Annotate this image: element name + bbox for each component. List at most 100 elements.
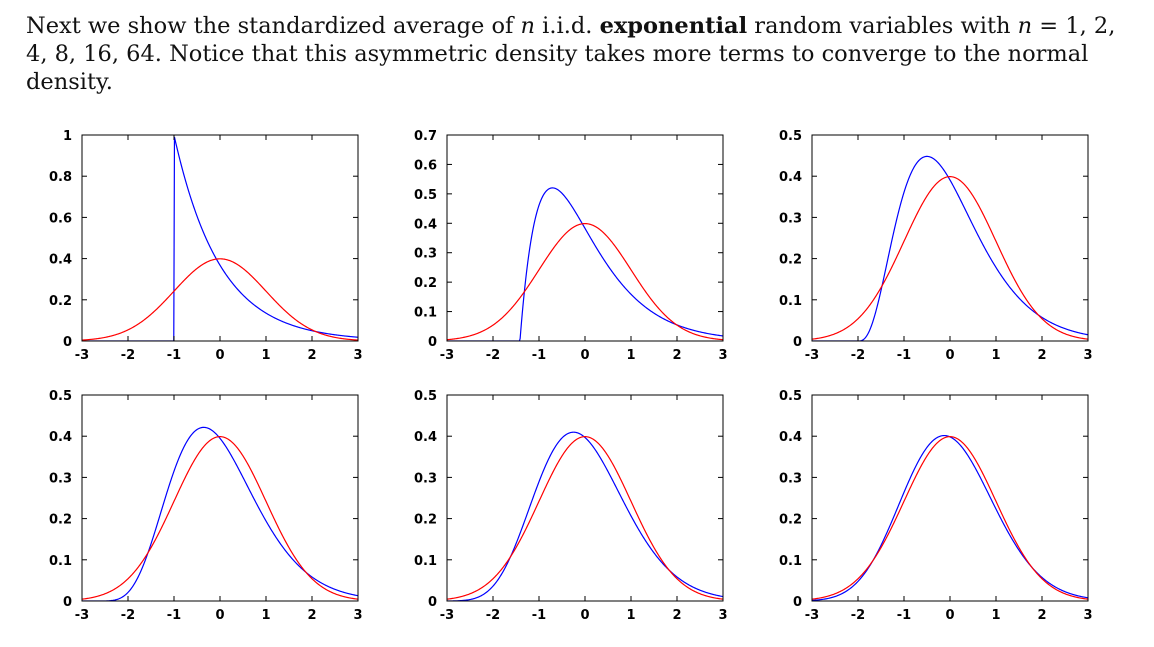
x-tick-label: 2 — [672, 348, 681, 363]
y-tick-label: 0 — [428, 595, 437, 610]
normal-curve-n16 — [447, 436, 723, 600]
y-tick-label: 0.3 — [49, 471, 72, 486]
x-tick-label: 0 — [580, 608, 589, 623]
y-tick-label: 0.4 — [414, 430, 437, 445]
exponential-curve-n16 — [447, 431, 723, 601]
x-tick-label: 3 — [353, 608, 362, 623]
x-tick-label: -3 — [75, 348, 89, 363]
x-tick-label: -1 — [167, 348, 181, 363]
x-tick-label: -3 — [805, 608, 819, 623]
normal-curve-n1 — [82, 258, 358, 341]
x-tick-label: -3 — [440, 348, 454, 363]
x-tick-label: 2 — [1037, 608, 1046, 623]
x-tick-label: -2 — [486, 608, 500, 623]
y-tick-label: 0.3 — [414, 471, 437, 486]
y-tick-label: 0.1 — [49, 554, 72, 569]
y-tick-label: 0 — [428, 335, 437, 350]
exponential-curve-n64 — [812, 434, 1088, 601]
x-tick-label: 2 — [307, 348, 316, 363]
chart-panel-n4: -3 -2 -1 0 1 2 3 0 0.1 0.2 0.3 0.4 0.5 — [779, 129, 1093, 363]
y-tick-label: 0.3 — [779, 471, 802, 486]
y-tick-label: 0.5 — [414, 389, 437, 404]
y-tick-label: 0.2 — [414, 513, 437, 528]
y-tick-label: 0.4 — [49, 430, 72, 445]
y-tick-label: 0.5 — [49, 389, 72, 404]
x-tick-label: -2 — [486, 348, 500, 363]
y-tick-label: 0.2 — [779, 513, 802, 528]
x-tick-label: 0 — [215, 348, 224, 363]
intro-paragraph: Next we show the standardized average of… — [26, 12, 1126, 96]
plot-frame — [81, 394, 359, 602]
y-tick-label: 0.1 — [779, 554, 802, 569]
x-tick-label: 1 — [261, 348, 270, 363]
y-tick-label: 0.5 — [779, 389, 802, 404]
y-tick-label: 0.2 — [49, 294, 72, 309]
x-tick-label: 0 — [580, 348, 589, 363]
y-tick-label: 0.2 — [779, 253, 802, 268]
y-tick-label: 0.3 — [414, 247, 437, 262]
y-tick-label: 0.7 — [414, 129, 437, 144]
x-tick-label: 1 — [991, 348, 1000, 363]
normal-curve-n64 — [812, 436, 1088, 600]
x-tick-label: 0 — [945, 608, 954, 623]
y-tick-label: 0 — [793, 335, 802, 350]
x-tick-label: -1 — [897, 608, 911, 623]
x-tick-label: 3 — [353, 348, 362, 363]
chart-panel-n64: -3 -2 -1 0 1 2 3 0 0.1 0.2 0.3 0.4 0.5 — [779, 389, 1093, 623]
y-tick-label: 0.1 — [414, 554, 437, 569]
x-tick-label: 1 — [261, 608, 270, 623]
y-tick-label: 0.4 — [414, 217, 437, 232]
chart-panel-n16: -3 -2 -1 0 1 2 3 0 0.1 0.2 0.3 0.4 0.5 — [414, 389, 728, 623]
chart-panel-n1: -3 -2 -1 0 1 2 3 0 0.2 0.4 0.6 0.8 1 — [49, 129, 363, 363]
y-tick-label: 0 — [793, 595, 802, 610]
intro-text-1: Next we show the standardized average of — [26, 13, 521, 39]
x-tick-label: 0 — [215, 608, 224, 623]
exponential-curve-n1 — [82, 136, 358, 341]
chart-panel-n2: -3 -2 -1 0 1 2 3 0 0.1 0.2 0.3 0.4 0.5 0.6 0.7 — [414, 129, 728, 363]
x-tick-label: 3 — [1083, 348, 1092, 363]
x-tick-label: 1 — [991, 608, 1000, 623]
y-tick-label: 0.3 — [779, 211, 802, 226]
y-tick-label: 0.2 — [414, 276, 437, 291]
x-tick-label: 3 — [718, 348, 727, 363]
y-tick-label: 0.8 — [49, 170, 72, 185]
plot-frame — [811, 394, 1089, 602]
y-tick-label: 0.5 — [414, 188, 437, 203]
y-tick-label: 0.4 — [49, 253, 72, 268]
x-tick-label: -2 — [121, 608, 135, 623]
intro-text-3: random variables with — [747, 13, 1018, 39]
y-tick-label: 0.6 — [414, 158, 437, 173]
plot-frame — [446, 134, 724, 342]
plot-frame — [81, 134, 359, 342]
y-tick-label: 0 — [63, 595, 72, 610]
x-tick-label: -3 — [75, 608, 89, 623]
x-tick-label: 0 — [945, 348, 954, 363]
intro-text-2: i.i.d. — [535, 13, 600, 39]
y-tick-label: 0.4 — [779, 170, 802, 185]
intro-bold-word: exponential — [599, 13, 748, 39]
x-tick-label: 3 — [718, 608, 727, 623]
y-tick-label: 0 — [63, 335, 72, 350]
y-tick-label: 0.2 — [49, 513, 72, 528]
x-tick-label: -2 — [851, 608, 865, 623]
intro-text-4: = 1, 2, 4, 8, 16, 64. Notice that this a… — [26, 13, 1116, 95]
x-tick-label: 1 — [626, 348, 635, 363]
y-tick-label: 0.5 — [779, 129, 802, 144]
exponential-curve-n4 — [812, 155, 1088, 341]
normal-curve-n8 — [82, 436, 358, 600]
x-tick-label: 2 — [672, 608, 681, 623]
x-tick-label: -1 — [532, 348, 546, 363]
x-tick-label: -1 — [897, 348, 911, 363]
x-tick-label: 2 — [1037, 348, 1046, 363]
x-tick-label: 3 — [1083, 608, 1092, 623]
x-tick-label: 2 — [307, 608, 316, 623]
y-tick-label: 0.4 — [779, 430, 802, 445]
x-tick-label: -1 — [167, 608, 181, 623]
y-tick-label: 0.1 — [414, 306, 437, 321]
plot-frame — [811, 134, 1089, 342]
exponential-curve-n2 — [447, 187, 723, 341]
normal-curve-n4 — [812, 176, 1088, 340]
x-tick-label: -3 — [440, 608, 454, 623]
normal-curve-n2 — [447, 222, 723, 341]
